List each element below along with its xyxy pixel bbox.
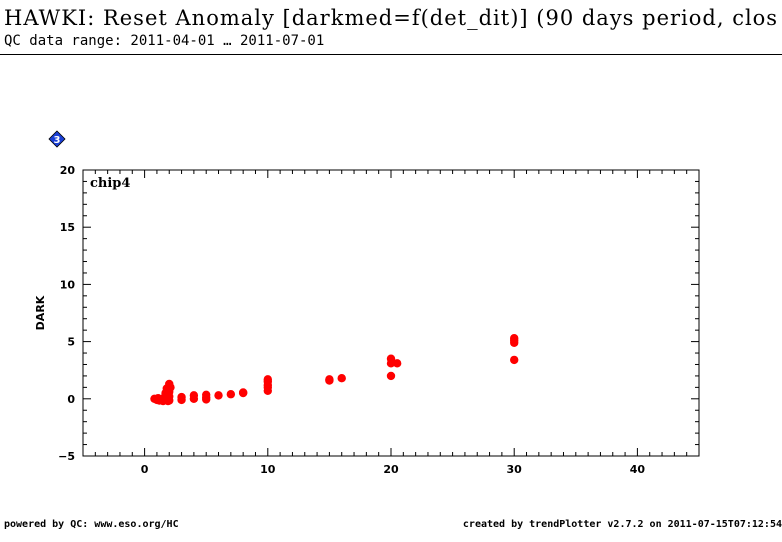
x-tick-label: 10	[260, 463, 276, 476]
x-tick-label: 40	[630, 463, 646, 476]
axis-ticks	[82, 169, 700, 457]
y-tick-label: 15	[60, 221, 75, 234]
data-point	[386, 354, 396, 363]
data-point	[337, 374, 346, 383]
y-tick-label: 10	[60, 278, 76, 291]
footer-created-by: created by trendPlotter v2.7.2 on 2011-0…	[462, 519, 782, 530]
panel-label: chip4	[90, 176, 130, 191]
data-point	[263, 375, 272, 384]
y-tick-label: −5	[58, 450, 75, 463]
footer-powered-by: powered by QC: www.eso.org/HC	[4, 519, 179, 530]
data-point	[226, 390, 236, 399]
x-tick-label: 0	[141, 463, 149, 476]
tick-labels: 0 10 20 30 40 −5 0 5 10 15 20	[58, 164, 645, 476]
data-point	[510, 333, 519, 343]
y-tick-label: 0	[67, 393, 75, 406]
plot-frame	[82, 169, 700, 457]
page-subtitle: QC data range: 2011-04-01 … 2011-07-01	[4, 33, 325, 49]
y-tick-label: 5	[67, 336, 75, 349]
page-title: HAWKI: Reset Anomaly [darkmed=f(det_dit)…	[4, 6, 779, 30]
data-point	[325, 375, 334, 384]
data-point	[238, 388, 248, 397]
data-point	[214, 391, 223, 400]
data-point	[202, 395, 211, 404]
data-point	[177, 392, 186, 402]
header-divider	[0, 54, 782, 55]
data-point	[510, 355, 519, 365]
data-point	[392, 359, 402, 368]
marker-label: 3	[54, 135, 61, 146]
data-point	[166, 383, 175, 392]
y-axis-label: DARK	[34, 295, 47, 330]
y-tick-label: 20	[60, 164, 76, 177]
x-tick-label: 20	[383, 463, 399, 476]
data-point	[165, 396, 174, 405]
data-points	[150, 333, 519, 406]
data-point	[189, 391, 199, 400]
marker-badge: 3	[48, 130, 66, 148]
data-point	[386, 371, 396, 381]
x-tick-label: 30	[507, 463, 523, 476]
diamond-icon	[48, 130, 66, 148]
